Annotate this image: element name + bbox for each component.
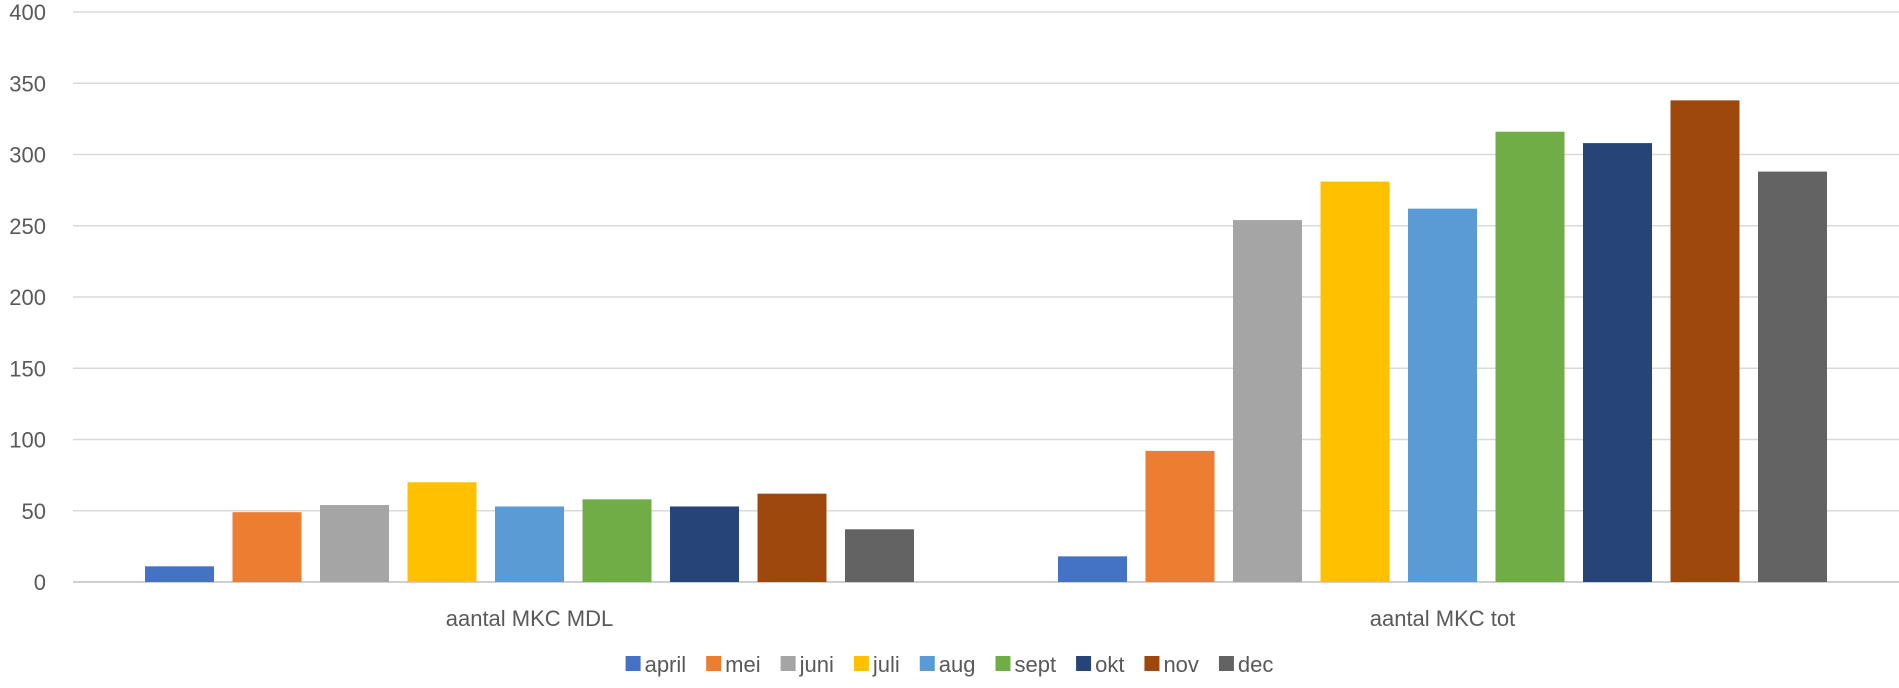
bar-okt-1 [1583, 143, 1652, 582]
bar-aug-1 [1408, 208, 1477, 582]
legend-label-nov: nov [1163, 652, 1198, 677]
bar-mei-1 [1145, 450, 1215, 582]
bar-dec-1 [1758, 171, 1827, 582]
y-tick-label: 100 [9, 428, 46, 453]
y-tick-label: 350 [9, 71, 46, 96]
legend-label-aug: aug [939, 652, 976, 677]
legend: april mei juni juli aug sept okt nov dec [625, 652, 1273, 677]
legend-label-juli: juli [872, 652, 900, 677]
bar-juni-1 [1233, 220, 1302, 583]
legend-label-april: april [645, 652, 687, 677]
y-tick-label: 0 [34, 570, 46, 595]
legend-label-juni: juni [799, 652, 834, 677]
legend-swatch-okt [1076, 656, 1092, 671]
legend-swatch-juli [853, 656, 869, 671]
bar-sept-0 [582, 499, 652, 582]
legend-swatch-aug [919, 656, 935, 671]
category-labels: aantal MKC MDL aantal MKC tot [446, 606, 1516, 631]
category-label: aantal MKC MDL [446, 606, 614, 631]
y-tick-label: 50 [22, 499, 46, 524]
bar-juli-0 [407, 482, 477, 582]
legend-swatch-nov [1144, 656, 1160, 671]
y-tick-label: 200 [9, 285, 46, 310]
bar-juni-0 [320, 505, 389, 582]
bar-nov-0 [757, 493, 827, 582]
bar-juli-1 [1320, 181, 1390, 582]
legend-label-sept: sept [1014, 652, 1056, 677]
bar-mei-0 [232, 512, 302, 582]
legend-swatch-april [625, 656, 641, 671]
y-tick-label: 300 [9, 143, 46, 168]
legend-label-okt: okt [1095, 652, 1124, 677]
legend-label-dec: dec [1238, 652, 1273, 677]
bar-aug-0 [495, 506, 564, 582]
y-tick-label: 250 [9, 214, 46, 239]
bar-april-1 [1058, 556, 1127, 582]
legend-swatch-sept [995, 656, 1011, 671]
bars [145, 100, 1827, 583]
category-label: aantal MKC tot [1370, 606, 1516, 631]
bar-okt-0 [670, 506, 739, 582]
legend-swatch-juni [780, 656, 796, 671]
legend-swatch-mei [706, 656, 722, 671]
bar-nov-1 [1670, 100, 1740, 582]
y-tick-label: 150 [9, 356, 46, 381]
bar-sept-1 [1495, 131, 1565, 582]
y-axis-ticks: 0 50 100 150 200 250 300 350 400 [9, 0, 46, 595]
y-tick-label: 400 [9, 0, 46, 25]
bar-april-0 [145, 566, 214, 582]
legend-swatch-dec [1218, 656, 1234, 671]
bar-dec-0 [845, 529, 914, 582]
legend-label-mei: mei [725, 652, 760, 677]
